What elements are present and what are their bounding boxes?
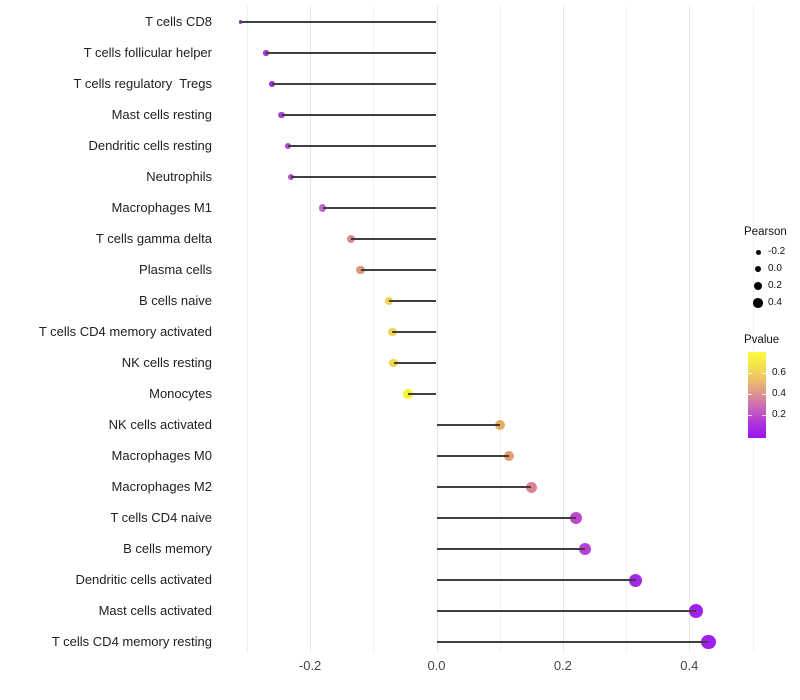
lollipop-stem (351, 238, 437, 240)
legend-pvalue-colorbar (748, 352, 766, 438)
category-label: Macrophages M1 (111, 200, 212, 215)
category-label: Macrophages M0 (111, 448, 212, 463)
data-point (688, 604, 703, 618)
gridline-minor (626, 5, 628, 652)
lollipop-stem (393, 362, 437, 364)
legend-size-label: 0.4 (768, 297, 782, 308)
gridline-minor (246, 5, 248, 652)
lollipop-stem (287, 145, 437, 147)
lollipop-stem (265, 52, 437, 54)
legend-colorbar-tick-right (762, 394, 766, 395)
x-tick-label: 0.4 (680, 658, 699, 673)
lollipop-stem (281, 114, 437, 116)
category-label: T cells CD4 memory activated (38, 324, 212, 339)
legend-colorbar-tick-label: 0.6 (772, 367, 786, 378)
category-label: Dendritic cells activated (75, 572, 212, 587)
category-label: T cells gamma delta (95, 231, 212, 246)
lollipop-stem (272, 83, 437, 85)
data-point (494, 420, 505, 430)
category-label: NK cells resting (121, 355, 212, 370)
data-point (629, 573, 643, 587)
category-label: Plasma cells (139, 262, 212, 277)
lollipop-stem (436, 641, 709, 643)
category-label: Monocytes (149, 386, 212, 401)
lollipop-stem (392, 331, 437, 333)
data-point (701, 634, 716, 650)
data-point (578, 542, 592, 556)
legend-colorbar-tick-left (748, 394, 752, 395)
lollipop-stem (240, 21, 437, 23)
category-label: NK cells activated (108, 417, 212, 432)
x-tick-label: 0.2 (553, 658, 572, 673)
category-label: Dendritic cells resting (88, 138, 212, 153)
category-label: T cells CD8 (145, 14, 212, 29)
gridline-minor (752, 5, 754, 652)
lollipop-stem (389, 300, 437, 302)
x-tick-label: -0.2 (298, 658, 322, 673)
lollipop-stem (436, 455, 510, 457)
legend-size-label: 0.0 (768, 263, 782, 274)
legend-pearson-title: Pearson (744, 226, 787, 238)
legend-size-label: 0.2 (768, 280, 782, 291)
category-label: B cells memory (123, 541, 212, 556)
legend-size-dot (753, 298, 763, 308)
lollipop-stem (436, 486, 532, 488)
gridline-minor (373, 5, 375, 652)
legend-pvalue-title: Pvalue (744, 334, 780, 346)
category-label: T cells CD4 memory resting (51, 634, 212, 649)
lollipop-stem (408, 393, 437, 395)
legend-colorbar-tick-left (748, 415, 752, 416)
legend-colorbar-tick-left (748, 373, 752, 374)
gridline-major (562, 5, 564, 652)
lollipop-stem (322, 207, 437, 209)
legend-colorbar-tick-label: 0.2 (772, 409, 786, 420)
legend-size-label: -0.2 (768, 246, 786, 257)
data-point (525, 481, 537, 493)
category-label: Neutrophils (146, 169, 212, 184)
gridline-major (689, 5, 691, 652)
category-label: T cells regulatory Tregs (73, 76, 212, 91)
lollipop-stem (360, 269, 437, 271)
lollipop-stem (436, 424, 500, 426)
legend-size-dot (755, 249, 761, 255)
legend-size-dot (754, 282, 762, 290)
gridline-minor (499, 5, 501, 652)
lollipop-stem (436, 517, 576, 519)
lollipop-stem (436, 548, 586, 550)
category-label: T cells CD4 naive (110, 510, 212, 525)
legend-colorbar-tick-right (762, 373, 766, 374)
category-label: Mast cells activated (98, 603, 212, 618)
lollipop-stem (436, 579, 636, 581)
x-tick-label: 0.0 (427, 658, 446, 673)
data-point (569, 512, 582, 524)
category-label: T cells follicular helper (83, 45, 212, 60)
category-label: Mast cells resting (111, 107, 212, 122)
legend-size-dot (754, 265, 762, 273)
category-label: B cells naive (139, 293, 212, 308)
data-point (503, 450, 515, 462)
gridline-major (310, 5, 312, 652)
lollipop-stem (291, 176, 437, 178)
lollipop-stem (436, 610, 696, 612)
legend-colorbar-tick-label: 0.4 (772, 388, 786, 399)
legend-colorbar-tick-right (762, 415, 766, 416)
gridline-major (436, 5, 438, 652)
category-label: Macrophages M2 (111, 479, 212, 494)
